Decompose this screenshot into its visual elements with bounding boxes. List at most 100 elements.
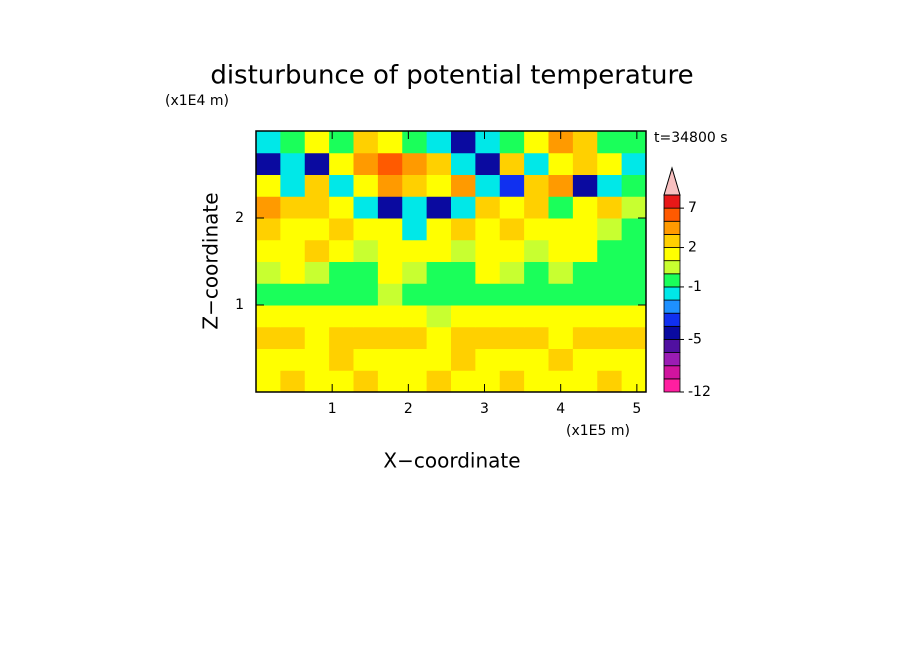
cell [377,283,403,306]
cell [402,261,428,284]
cell [426,152,452,175]
cell [548,239,574,262]
cell [475,218,501,241]
cell [377,152,403,175]
cell [475,305,501,328]
y-unit: (x1E4 m) [165,93,229,109]
cell [572,370,598,393]
plot-frame [255,130,647,393]
cell [499,370,525,393]
cell [621,305,647,328]
cell [548,131,574,154]
cell [475,131,501,154]
cell [329,174,354,197]
colorbar-box [663,312,681,327]
cell [451,261,476,284]
cell [524,305,549,328]
cell [597,326,623,349]
cell [377,196,403,219]
cell [597,370,623,393]
cell [304,174,330,197]
cell [451,174,476,197]
cell [524,348,549,371]
cell [377,218,403,241]
cell [621,348,647,371]
cell [377,261,403,284]
cell [597,196,623,219]
cell [426,348,452,371]
cell [304,348,330,371]
cell [280,348,306,371]
cell [329,196,354,219]
cell [256,196,281,219]
colorbar-tick-label: 7 [688,200,697,216]
cell [597,261,623,284]
colorbar-tick-label: -1 [688,279,702,295]
colorbar-box [663,365,681,380]
cell [256,152,281,175]
cell [426,196,452,219]
cell [597,348,623,371]
y-tick-label: 2 [235,210,244,226]
cell [304,131,330,154]
cell [524,152,549,175]
cell [524,174,549,197]
cell [548,218,574,241]
cell [475,152,501,175]
cell [475,261,501,284]
cell [256,305,281,328]
cell [597,131,623,154]
cell [329,348,354,371]
cell [426,283,452,306]
cell [572,239,598,262]
cell [353,261,379,284]
cell [304,370,330,393]
cell [451,305,476,328]
cell [402,305,428,328]
cell [548,196,574,219]
cell [548,305,574,328]
x-tick-label: 2 [404,401,413,417]
cell [280,283,306,306]
cell [621,261,647,284]
cell [280,239,306,262]
cell [524,283,549,306]
colorbar-box [663,260,681,275]
cell [280,326,306,349]
cell [499,326,525,349]
cell [524,218,549,241]
cell [572,305,598,328]
cell [451,152,476,175]
cell [499,218,525,241]
cell [572,196,598,219]
cell [280,261,306,284]
cell [304,261,330,284]
cell [499,239,525,262]
cell [329,261,354,284]
colorbar-box [663,273,681,288]
cell [524,196,549,219]
y-axis-label: Z−coordinate [199,192,223,329]
cell [451,196,476,219]
cell [572,348,598,371]
cell [426,326,452,349]
colorbar-box [663,352,681,367]
cell [402,196,428,219]
colorbar-tick-label: 2 [688,240,697,256]
cell [451,370,476,393]
cell [280,218,306,241]
colorbar-box [663,207,681,222]
cell [377,326,403,349]
cell [304,283,330,306]
cell [402,239,428,262]
cell [377,348,403,371]
cell [499,283,525,306]
cell [499,348,525,371]
colorbar-box [663,299,681,314]
cell [572,174,598,197]
cell [280,370,306,393]
colorbar-box [663,220,681,235]
colorbar-box [663,247,681,262]
cell [475,239,501,262]
x-axis-label: X−coordinate [383,449,520,473]
